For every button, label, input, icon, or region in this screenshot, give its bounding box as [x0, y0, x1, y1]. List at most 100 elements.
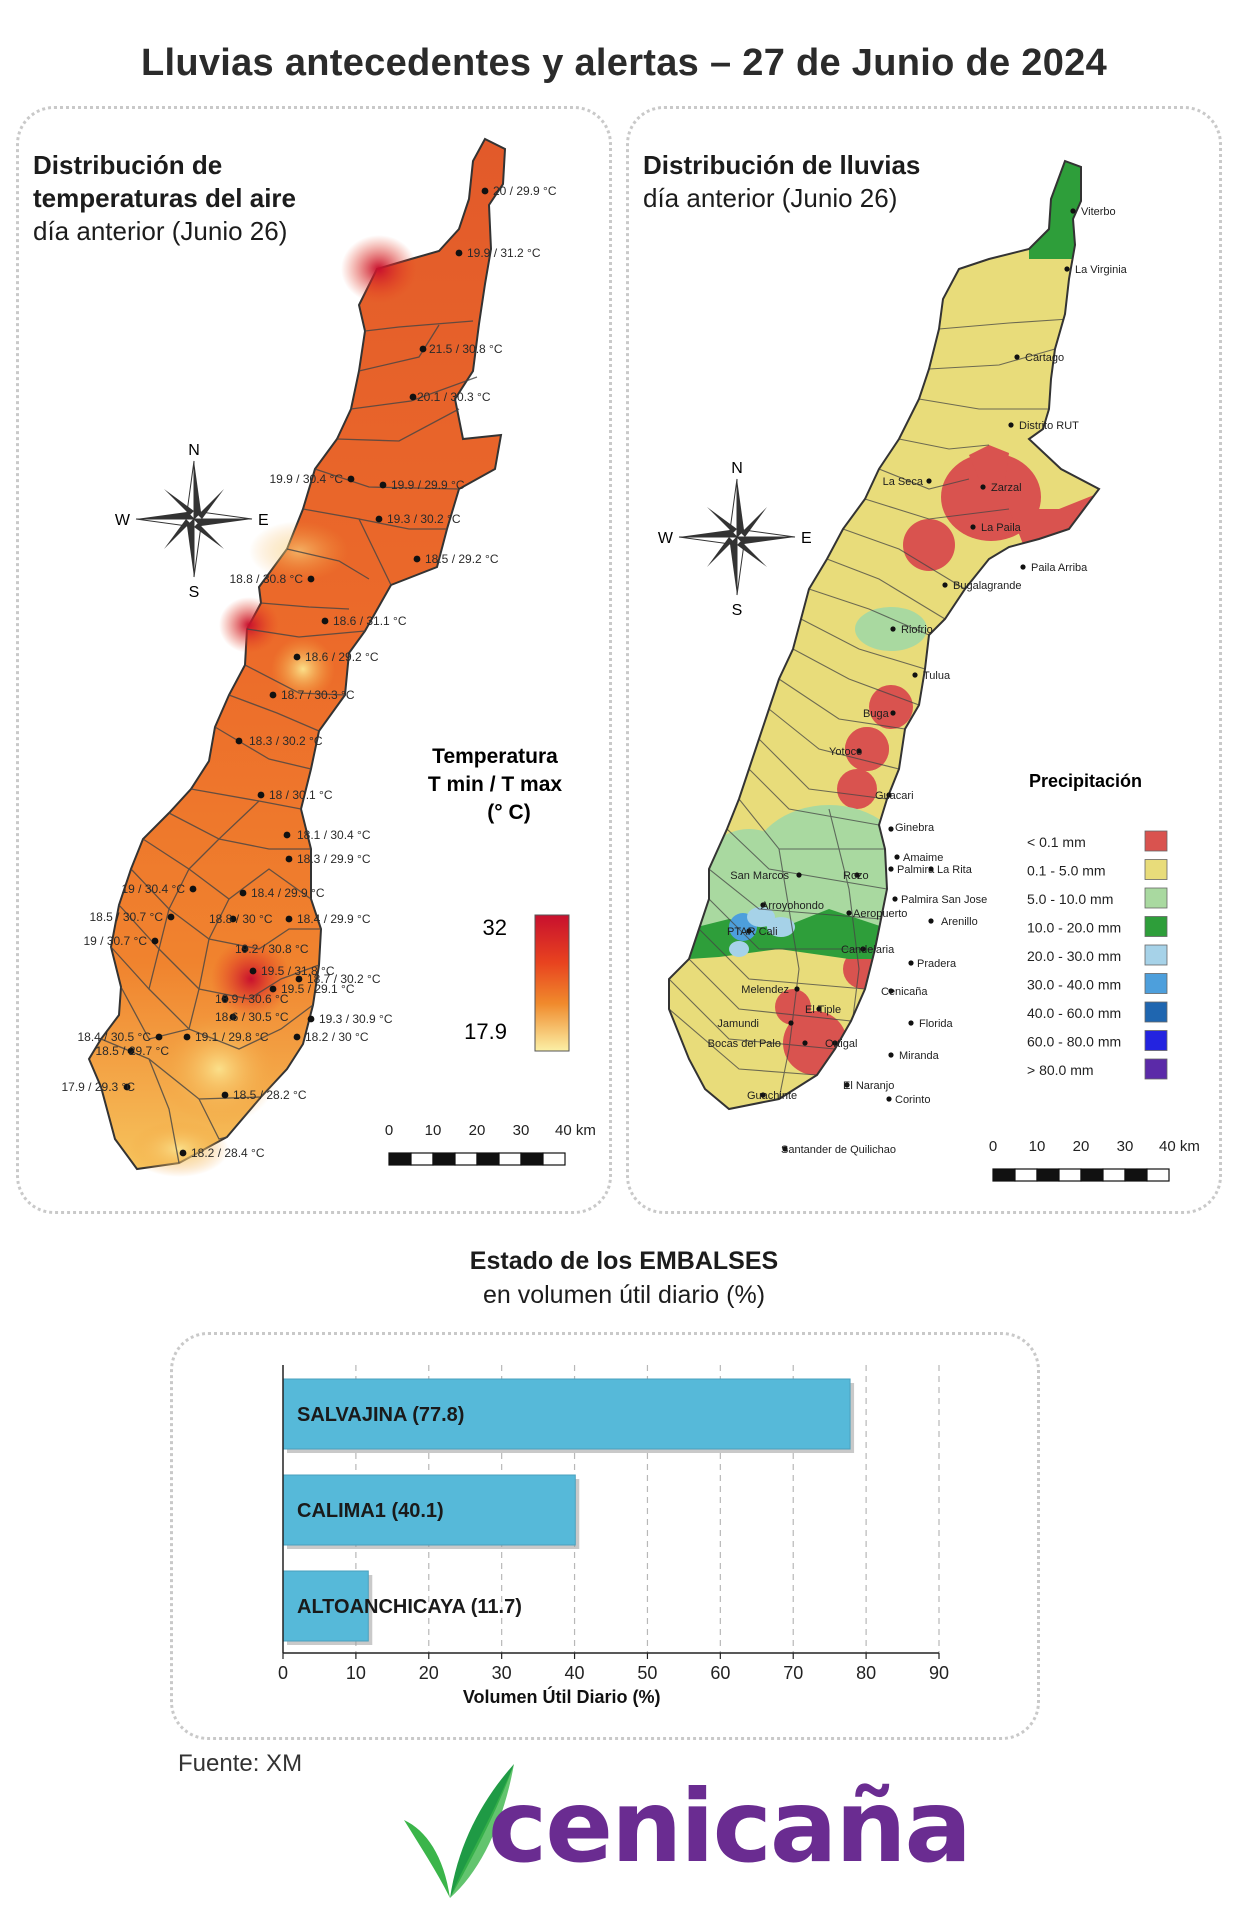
- legend-title-1: Temperatura: [432, 745, 558, 768]
- place-point: [782, 1146, 788, 1152]
- station-label: 18.8 / 30 °C: [209, 912, 273, 926]
- place-point: [890, 626, 896, 632]
- compass-n: N: [188, 442, 200, 459]
- legend-swatch: [1144, 859, 1168, 880]
- legend-label: > 80.0 mm: [1027, 1062, 1094, 1078]
- place-point: [888, 988, 894, 994]
- place-point: [846, 910, 852, 916]
- scale-segment: [542, 1152, 566, 1166]
- station-point: [189, 885, 197, 893]
- place-point: [888, 866, 894, 872]
- place-label: Buga: [863, 708, 890, 720]
- compass-w: W: [658, 530, 674, 547]
- station-label: 18.2 / 28.4 °C: [191, 1146, 265, 1160]
- scale-label: 10: [425, 1122, 442, 1139]
- precipitation-legend: Precipitación < 0.1 mm 0.1 - 5.0 mm 5.0 - …: [1027, 771, 1168, 1080]
- station-point: [293, 1033, 301, 1041]
- station-label: 18.5 / 29.7 °C: [95, 1044, 169, 1058]
- station-point: [293, 653, 301, 661]
- place-label: La Virginia: [1075, 264, 1128, 276]
- station-label: 19.1 / 29.8 °C: [195, 1030, 269, 1044]
- reservoirs-panel: SALVAJINA (77.8) CALIMA1 (40.1) ALTOANCHIC…: [170, 1332, 1040, 1740]
- x-tick-label: 0: [278, 1663, 288, 1683]
- x-tick-label: 70: [783, 1663, 803, 1683]
- place-label: Jamundi: [717, 1018, 759, 1030]
- place-label: Arenillo: [941, 916, 978, 928]
- legend-label: 30.0 - 40.0 mm: [1027, 977, 1121, 993]
- place-label: La Paila: [981, 522, 1022, 534]
- station-point: [295, 975, 303, 983]
- place-label: Palmira San Jose: [901, 894, 987, 906]
- station-label: 18.7 / 30.2 °C: [307, 972, 381, 986]
- station-label: 18.4 / 29.9 °C: [297, 912, 371, 926]
- x-tick-label: 30: [492, 1663, 512, 1683]
- place-label: Riofrio: [901, 624, 933, 636]
- station-label: 18.4 / 30.5 °C: [77, 1030, 151, 1044]
- place-label: Palmira: [897, 864, 935, 876]
- temperature-subtitle: día anterior (Junio 26): [33, 216, 288, 246]
- station-point: [249, 967, 257, 975]
- cenicana-logo: cenicaña: [396, 1760, 972, 1910]
- bar-label: SALVAJINA (77.8): [297, 1404, 464, 1426]
- compass-n: N: [731, 460, 743, 477]
- place-label: Cartago: [1025, 352, 1064, 364]
- place-point: [760, 1092, 766, 1098]
- place-label: Candelaria: [841, 944, 895, 956]
- source-note: Fuente: XM: [178, 1750, 303, 1777]
- legend-swatch: [1144, 916, 1168, 937]
- rain-panel-title: Distribución de lluvias día anterior (Ju…: [643, 149, 920, 215]
- scale-segment: [476, 1152, 500, 1166]
- place-point: [928, 918, 934, 924]
- station-point: [347, 475, 355, 483]
- page-title: Lluvias antecedentes y alertas – 27 de J…: [140, 42, 1108, 84]
- station-point: [285, 915, 293, 923]
- rain-places: Viterbo La Virginia Cartago Distrito RUT La …: [708, 206, 1128, 1156]
- scale-segment: [498, 1152, 522, 1166]
- scale-segment: [1014, 1168, 1038, 1182]
- reservoir-bar-chart: SALVAJINA (77.8) CALIMA1 (40.1) ALTOANCHIC…: [278, 1365, 949, 1707]
- station-point: [307, 1015, 315, 1023]
- place-label: Bocas del Palo: [708, 1038, 781, 1050]
- rain-scale-bar: 0 10 20 30 40 km: [989, 1138, 1200, 1182]
- bar-label: CALIMA1 (40.1): [297, 1500, 444, 1522]
- place-label: Miranda: [899, 1050, 940, 1062]
- station-point: [127, 1047, 135, 1055]
- place-point: [860, 946, 866, 952]
- place-label: Yotoco: [829, 746, 862, 758]
- station-point: [167, 913, 175, 921]
- station-label: 19.3 / 30.2 °C: [387, 512, 461, 526]
- place-label: Ginebra: [895, 822, 935, 834]
- station-point: [455, 249, 463, 257]
- station-point: [379, 481, 387, 489]
- station-label: 18.6 / 29.2 °C: [305, 650, 379, 664]
- station-label: 18.6 / 30.5 °C: [215, 1010, 289, 1024]
- station-label: 18 / 30.1 °C: [269, 788, 333, 802]
- reservoirs-title: Estado de los EMBALSES en volumen útil d…: [0, 1244, 1248, 1312]
- bar: [282, 1474, 576, 1546]
- station-label: 19.9 / 30.4 °C: [269, 472, 343, 486]
- station-point: [413, 555, 421, 563]
- temperature-stations: 20 / 29.9 °C 19.9 / 31.2 °C 21.5 / 30.8 °C…: [61, 184, 556, 1160]
- station-label: 18.7 / 30.3 °C: [281, 688, 355, 702]
- place-point: [942, 582, 948, 588]
- scale-label: 20: [1073, 1138, 1090, 1155]
- place-point: [886, 792, 892, 798]
- logo-text: cenicaña: [488, 1768, 972, 1885]
- legend-min: 17.9: [464, 1019, 507, 1044]
- precipitation-legend-title: Precipitación: [1029, 771, 1142, 791]
- place-point: [794, 986, 800, 992]
- place-label: Melendez: [741, 984, 789, 996]
- scale-label: 40 km: [555, 1122, 596, 1139]
- scale-segment: [432, 1152, 456, 1166]
- legend-swatch: [1144, 887, 1168, 909]
- place-label: San Marcos: [730, 870, 789, 882]
- scale-label: 20: [469, 1122, 486, 1139]
- temperature-title-line2: temperaturas del aire: [33, 183, 297, 213]
- scale-segment: [410, 1152, 434, 1166]
- temperature-panel-title: Distribución de temperaturas del aire dí…: [33, 149, 296, 248]
- place-label: Santander de Quilichao: [781, 1144, 896, 1156]
- station-point: [235, 737, 243, 745]
- station-point: [179, 1149, 187, 1157]
- place-label: Ortigal: [825, 1038, 857, 1050]
- station-label: 18.5 / 30.7 °C: [89, 910, 163, 924]
